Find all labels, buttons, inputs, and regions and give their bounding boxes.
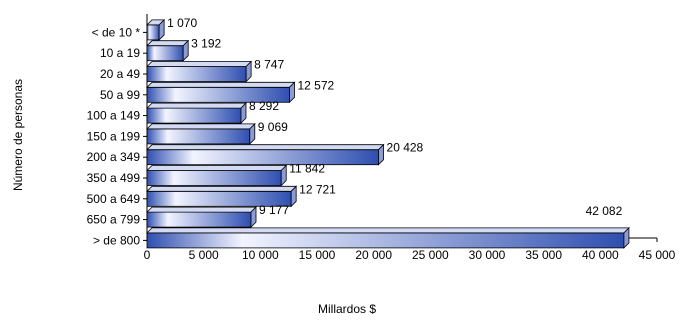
x-tick-label: 30 000 [469,248,506,262]
x-tick-label: 45 000 [639,248,676,262]
y-tick-label: > de 800 [93,233,140,247]
x-tick-label: 20 000 [355,248,392,262]
value-label: 20 428 [387,141,424,155]
x-tick-label: 10 000 [242,248,279,262]
x-tick-label: 5 000 [189,248,219,262]
y-axis-title: Número de personas [11,79,25,191]
value-label: 3 192 [191,37,221,51]
x-axis-title: Millardos $ [317,302,377,316]
bar-front [146,128,251,145]
bar [146,185,298,208]
bar-front [146,170,282,186]
value-label: 12 721 [299,182,336,196]
y-tick-label: 200 a 349 [87,150,141,164]
value-label: 8 292 [249,99,279,113]
bar-top [146,81,296,88]
bar [146,39,190,62]
bar [146,60,253,83]
value-label: 1 070 [167,16,197,30]
bar [146,102,247,125]
y-axis-title-wrap: Número de personas [6,60,32,210]
bar-top [146,102,247,109]
value-label: 9 069 [258,120,288,134]
x-tick-label: 15 000 [299,248,336,262]
x-tick-label: 0 [144,248,151,262]
bar-side [289,81,295,104]
bar-top [146,123,256,130]
y-tick-label: 150 a 199 [87,129,141,143]
bar-front [146,149,379,166]
y-tick-label: 500 a 649 [87,192,141,206]
bar-side [158,18,165,41]
bar-side [378,143,384,166]
bar [146,226,630,249]
x-tick-label: 40 000 [582,248,619,262]
bar-side [623,226,630,249]
bar [146,143,385,166]
bar-front [146,24,160,41]
value-label: 9 177 [259,203,289,217]
bar-side [240,102,247,125]
bar [146,81,296,104]
x-tick-label: 35 000 [525,248,562,262]
bar [146,206,257,229]
bar-front [146,66,247,82]
y-tick-label: 50 a 99 [100,88,140,102]
bar-side [182,39,189,62]
x-tick-label: 25 000 [412,248,449,262]
bar-top [146,40,190,47]
y-tick-label: < de 10 * [92,25,141,39]
bar-front [146,232,625,249]
value-label: 42 082 [586,204,623,218]
bar-side [280,164,287,187]
bar-front [146,45,184,62]
bar-top [146,165,288,171]
bar-top [146,144,385,151]
y-tick-label: 10 a 19 [100,46,140,60]
value-label: 12 572 [297,78,334,92]
y-tick-label: 100 a 149 [87,109,141,123]
y-axis-title-svg: Número de personas [11,79,25,191]
bar [146,122,256,145]
y-tick-label: 650 a 799 [87,213,141,227]
value-label: 11 842 [289,162,325,176]
bar-top [146,185,298,192]
bar-side [290,185,297,208]
bar-side [250,206,257,229]
y-tick-label: 20 a 49 [100,67,140,81]
y-tick-label: 350 a 499 [87,171,141,185]
bar-top [146,227,630,234]
bar-front [146,211,252,228]
bar-top [146,206,257,213]
bar [146,18,166,41]
bar-side [245,60,252,83]
value-label: 8 747 [254,58,284,72]
bar-front [146,107,242,124]
bar-top [146,61,253,67]
bar [146,164,288,187]
bar-side [249,122,256,145]
